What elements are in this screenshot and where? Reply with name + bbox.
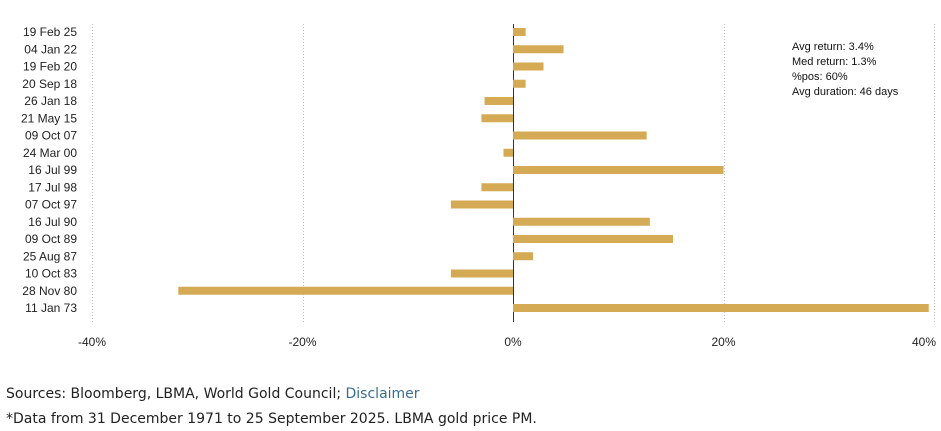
bar [513,28,526,36]
category-label: 09 Oct 07 [25,129,77,143]
category-label: 24 Mar 00 [23,146,77,160]
category-label: 16 Jul 99 [28,163,77,177]
category-labels: 19 Feb 25 04 Jan 22 19 Feb 20 20 Sep 18 26 J… [21,25,77,315]
category-label: 19 Feb 20 [23,60,77,74]
bar [481,114,513,123]
stats-line: Med return: 1.3% [792,56,877,68]
category-label: 19 Feb 25 [23,25,77,39]
bar [503,148,513,157]
category-label: 10 Oct 83 [25,267,77,281]
bar [481,183,513,192]
category-label: 20 Sep 18 [22,77,77,91]
stats-line: %pos: 60% [792,71,848,83]
category-label: 25 Aug 87 [23,249,77,263]
category-label: 26 Jan 18 [24,94,77,108]
bar-chart: 19 Feb 25 04 Jan 22 19 Feb 20 20 Sep 18 26 J… [21,24,936,349]
bar [513,79,526,88]
disclaimer-link[interactable]: Disclaimer [345,386,420,402]
bar [513,252,533,261]
bar [178,286,513,295]
bar [513,304,929,312]
bar [513,235,673,243]
bar [450,200,513,209]
bar [513,62,544,71]
stats-line: Avg duration: 46 days [792,86,899,98]
bar [450,269,513,278]
category-label: 16 Jul 90 [28,215,77,229]
tick-label: 40% [912,335,936,349]
tick-label: -40% [78,335,106,349]
tick-label: -20% [288,335,316,349]
tick-labels: -40% -20% 0% 20% 40% [78,335,936,349]
bar [513,131,647,140]
category-label: 07 Oct 97 [25,198,77,212]
category-label: 21 May 15 [21,111,77,125]
bar [484,97,513,105]
category-label: 04 Jan 22 [24,42,77,56]
stats-annotation: Avg return: 3.4% Med return: 1.3% %pos: 60… [792,41,899,98]
category-label: 17 Jul 98 [28,180,77,194]
bar [513,45,564,54]
sources-line: Sources: Bloomberg, LBMA, World Gold Cou… [6,386,420,402]
bars [178,28,929,312]
stats-line: Avg return: 3.4% [792,41,874,53]
bar [513,217,650,226]
data-note: *Data from 31 December 1971 to 25 Septem… [6,411,537,427]
category-label: 11 Jan 73 [25,301,77,315]
bar [513,166,724,174]
sources-text: Sources: Bloomberg, LBMA, World Gold Cou… [6,386,346,402]
category-label: 09 Oct 89 [25,232,77,246]
tick-label: 20% [711,335,735,349]
category-label: 28 Nov 80 [22,284,77,298]
tick-label: 0% [504,335,522,349]
